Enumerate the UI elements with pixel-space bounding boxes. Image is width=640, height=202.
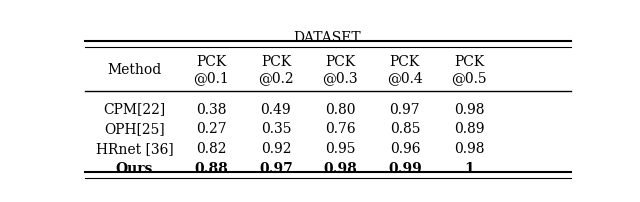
Text: 0.98: 0.98 bbox=[324, 161, 357, 175]
Text: 0.99: 0.99 bbox=[388, 161, 422, 175]
Text: 0.35: 0.35 bbox=[260, 121, 291, 135]
Text: 0.92: 0.92 bbox=[260, 141, 291, 155]
Text: PCK
@0.5: PCK @0.5 bbox=[452, 54, 487, 84]
Text: 0.49: 0.49 bbox=[260, 102, 291, 116]
Text: CPM[22]: CPM[22] bbox=[104, 102, 166, 116]
Text: HRnet [36]: HRnet [36] bbox=[96, 141, 173, 155]
Text: 0.82: 0.82 bbox=[196, 141, 227, 155]
Text: 0.98: 0.98 bbox=[454, 141, 484, 155]
Text: PCK
@0.2: PCK @0.2 bbox=[258, 54, 294, 84]
Text: 0.88: 0.88 bbox=[195, 161, 228, 175]
Text: 0.38: 0.38 bbox=[196, 102, 227, 116]
Text: 0.97: 0.97 bbox=[390, 102, 420, 116]
Text: 0.85: 0.85 bbox=[390, 121, 420, 135]
Text: 0.27: 0.27 bbox=[196, 121, 227, 135]
Text: 0.89: 0.89 bbox=[454, 121, 484, 135]
Text: DATASET.: DATASET. bbox=[293, 31, 363, 44]
Text: 0.98: 0.98 bbox=[454, 102, 484, 116]
Text: 0.95: 0.95 bbox=[325, 141, 356, 155]
Text: 0.76: 0.76 bbox=[325, 121, 356, 135]
Text: 1: 1 bbox=[465, 161, 474, 175]
Text: Method: Method bbox=[108, 62, 162, 76]
Text: Ours: Ours bbox=[116, 161, 153, 175]
Text: PCK
@0.1: PCK @0.1 bbox=[193, 54, 229, 84]
Text: 0.80: 0.80 bbox=[325, 102, 356, 116]
Text: 0.96: 0.96 bbox=[390, 141, 420, 155]
Text: OPH[25]: OPH[25] bbox=[104, 121, 165, 135]
Text: 0.97: 0.97 bbox=[259, 161, 292, 175]
Text: PCK
@0.3: PCK @0.3 bbox=[323, 54, 358, 84]
Text: PCK
@0.4: PCK @0.4 bbox=[387, 54, 423, 84]
